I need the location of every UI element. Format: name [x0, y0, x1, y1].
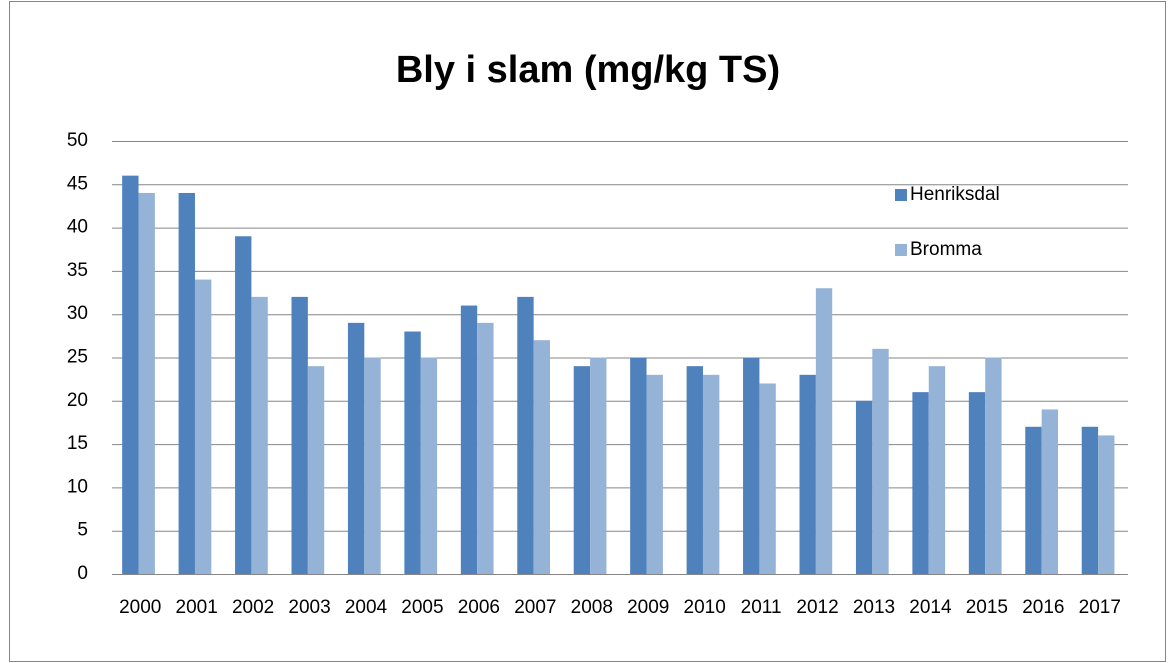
bar [307, 366, 325, 574]
legend-swatch [895, 189, 907, 201]
bar [347, 322, 365, 574]
bar [855, 400, 873, 574]
x-tick-label: 2013 [853, 597, 895, 618]
bar [646, 374, 663, 574]
y-tick-label: 45 [67, 173, 88, 194]
bar [291, 296, 308, 574]
x-tick-label: 2011 [741, 597, 782, 618]
bar [138, 192, 155, 574]
bar [759, 383, 776, 574]
y-tick-label: 25 [67, 347, 88, 368]
bar [251, 296, 268, 574]
x-tick-label: 2000 [119, 597, 161, 618]
bar [928, 366, 946, 574]
x-tick-label: 2008 [571, 597, 613, 618]
legend-label: Henriksdal [910, 184, 1000, 205]
y-tick-label: 50 [67, 130, 88, 151]
y-tick-label: 0 [77, 563, 88, 584]
bar [364, 357, 381, 574]
bar [573, 366, 591, 574]
legend-swatch [895, 244, 907, 256]
bar [533, 340, 551, 574]
bar [420, 357, 438, 574]
x-tick-label: 2006 [458, 597, 500, 618]
bar [122, 175, 139, 574]
y-tick-label: 30 [67, 303, 88, 324]
bar [985, 357, 1002, 574]
bar [590, 357, 607, 574]
bar [912, 392, 929, 574]
bar [1041, 409, 1059, 574]
bar [686, 366, 703, 574]
x-tick-label: 2010 [684, 597, 726, 618]
bar [743, 357, 760, 574]
x-tick-label: 2004 [345, 597, 388, 618]
bar [404, 331, 421, 574]
bar [477, 322, 494, 574]
x-tick-label: 2007 [514, 597, 556, 618]
x-tick-label: 2003 [288, 597, 330, 618]
bar [517, 296, 534, 574]
bar [460, 305, 478, 574]
bar [702, 374, 720, 574]
x-tick-label: 2005 [401, 597, 443, 618]
x-tick-label: 2012 [796, 597, 838, 618]
bar [968, 392, 986, 574]
x-tick-label: 2016 [1022, 597, 1064, 618]
bar [872, 348, 889, 574]
legend-label: Bromma [910, 239, 982, 260]
y-tick-label: 20 [67, 390, 88, 411]
bar [194, 279, 212, 574]
x-tick-label: 2014 [909, 597, 952, 618]
chart-title: Bly i slam (mg/kg TS) [396, 49, 780, 91]
y-tick-label: 15 [67, 433, 88, 454]
bar [799, 374, 816, 574]
x-tick-label: 2017 [1079, 597, 1121, 618]
bar [815, 288, 833, 574]
y-tick-label: 10 [67, 476, 88, 497]
y-tick-label: 40 [67, 217, 88, 238]
bar [1025, 426, 1042, 574]
x-tick-label: 2009 [627, 597, 669, 618]
bar [235, 236, 252, 574]
bar [630, 357, 647, 574]
x-tick-label: 2015 [966, 597, 1008, 618]
y-tick-label: 5 [77, 520, 88, 541]
x-tick-label: 2001 [176, 597, 218, 618]
y-tick-label: 35 [67, 260, 88, 281]
x-tick-label: 2002 [232, 597, 274, 618]
bar [178, 192, 195, 574]
bar [1081, 426, 1099, 574]
bar [1098, 435, 1115, 574]
